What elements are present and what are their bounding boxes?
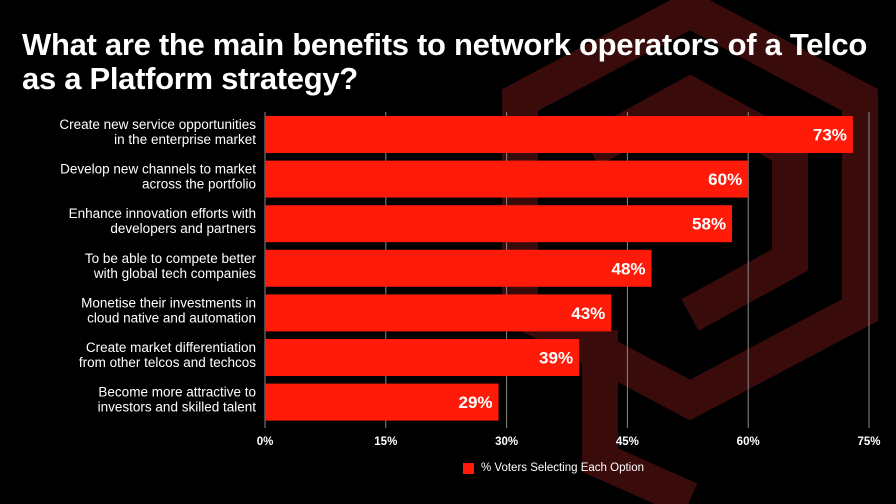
bar-value-label: 48% — [612, 259, 646, 278]
x-tick-label: 60% — [737, 436, 760, 448]
category-labels: Create new service opportunities in the e… — [59, 117, 256, 415]
category-label: Create new service opportunities in the e… — [59, 117, 256, 147]
bar — [265, 249, 652, 287]
category-label: To be able to compete better with global … — [85, 251, 257, 281]
x-tick-label: 45% — [616, 436, 639, 448]
bar-value-label: 43% — [571, 304, 605, 323]
category-label: Become more attractive to investors and s… — [98, 385, 257, 415]
x-tick-label: 0% — [257, 436, 274, 448]
bar-value-label: 29% — [459, 393, 493, 412]
category-label: Create market differentiation from other … — [79, 340, 256, 370]
x-tick-label: 15% — [374, 436, 397, 448]
bar — [265, 383, 499, 421]
category-label: Monetise their investments in cloud nativ… — [81, 295, 256, 325]
x-axis-ticks: 0% 15% 30% 45% 60% 75% — [257, 436, 881, 448]
page-title: What are the main benefits to network op… — [22, 27, 868, 96]
bar — [265, 294, 612, 332]
category-label: Enhance innovation efforts with developer… — [69, 206, 257, 236]
bars — [265, 116, 853, 421]
bar-value-label: 39% — [539, 349, 573, 368]
x-tick-label: 30% — [495, 436, 518, 448]
bar — [265, 116, 853, 153]
bar-value-label: 73% — [813, 126, 847, 145]
bar — [265, 205, 733, 243]
legend: % Voters Selecting Each Option — [463, 462, 644, 474]
x-tick-label: 75% — [857, 436, 880, 448]
category-label: Develop new channels to market across the… — [60, 162, 256, 192]
value-labels: 73% 60% 58% 48% 43% 39% 29% — [459, 126, 847, 413]
bar-value-label: 58% — [692, 215, 726, 234]
legend-swatch — [463, 462, 474, 474]
legend-label: % Voters Selecting Each Option — [481, 462, 645, 474]
bar — [265, 339, 580, 376]
bar — [265, 160, 749, 198]
bar-value-label: 60% — [708, 170, 742, 189]
